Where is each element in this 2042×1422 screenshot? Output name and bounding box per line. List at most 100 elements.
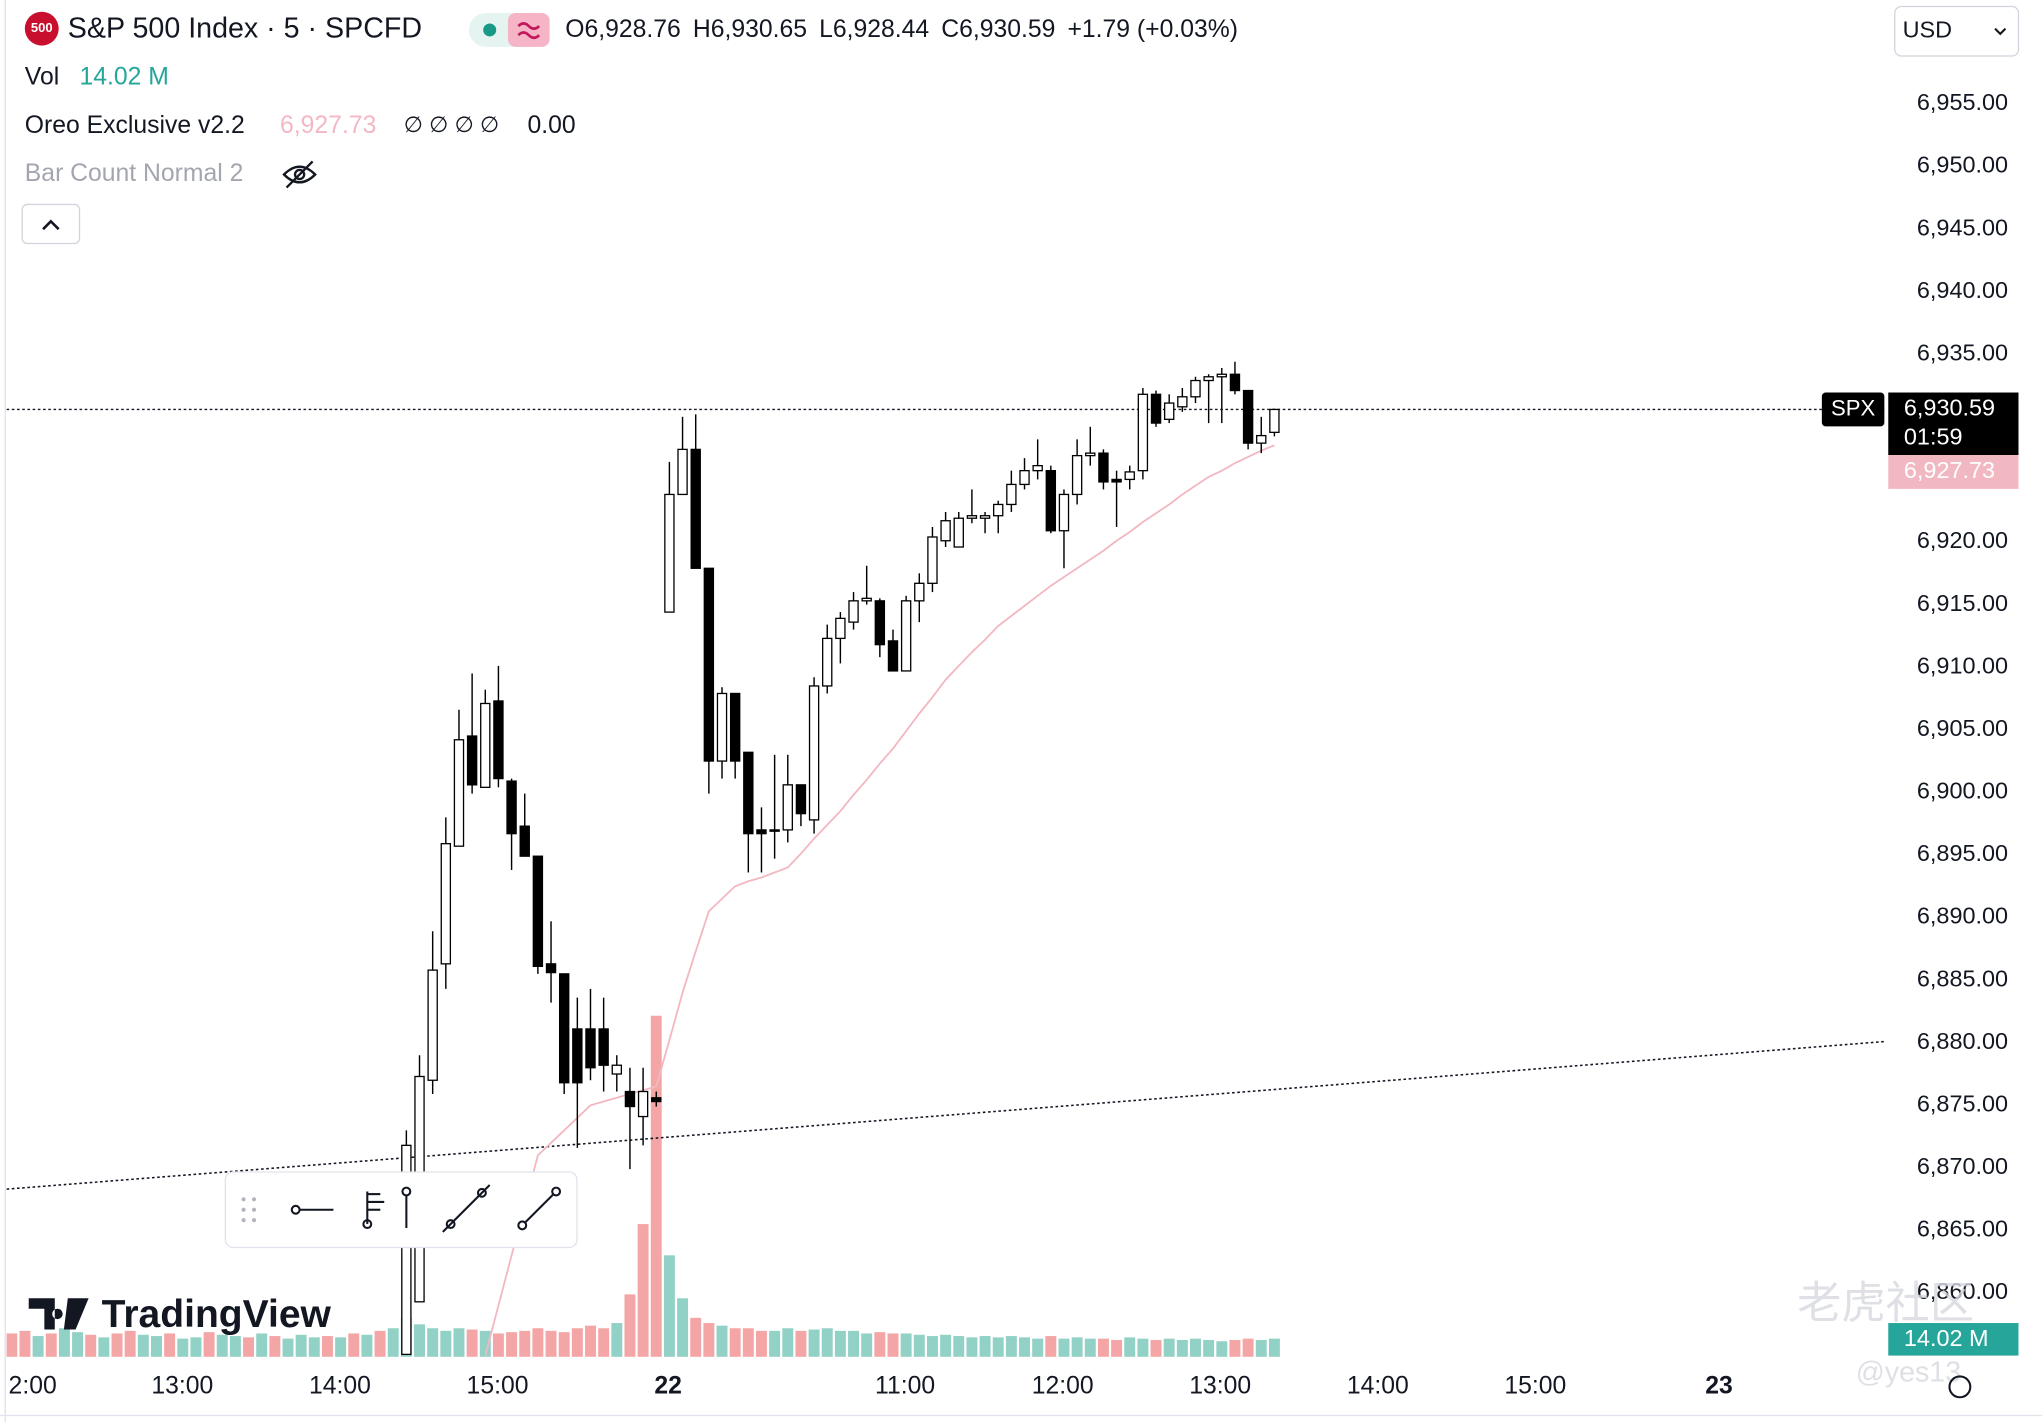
candle-body xyxy=(1098,452,1109,483)
data-delay-icon[interactable] xyxy=(507,13,550,47)
candle-body xyxy=(743,751,754,835)
y-tick-label: 6,870.00 xyxy=(1917,1153,2008,1179)
volume-bar xyxy=(1268,1338,1280,1357)
volume-bar xyxy=(848,1330,860,1357)
x-tick-label: 11:00 xyxy=(875,1372,935,1399)
ray-tool[interactable] xyxy=(517,1186,562,1231)
volume-bar xyxy=(256,1333,268,1357)
volume-bar xyxy=(111,1333,123,1357)
collapse-button[interactable] xyxy=(21,203,81,245)
volume-bar xyxy=(308,1337,320,1357)
candle-body xyxy=(690,448,701,569)
volume-bar xyxy=(624,1294,636,1357)
fib-tool[interactable] xyxy=(362,1191,385,1230)
indicator-name[interactable]: Oreo Exclusive v2.2 xyxy=(25,112,245,139)
candle-body xyxy=(1190,379,1201,398)
currency-dropdown[interactable] xyxy=(1894,5,2020,57)
badge-text: 500 xyxy=(31,20,53,35)
candle-body xyxy=(1256,434,1267,444)
ma-label-bg xyxy=(1888,455,2019,489)
volume-bar xyxy=(1032,1338,1044,1357)
candle-body xyxy=(664,493,675,613)
volume-bar xyxy=(466,1329,478,1357)
candle-body xyxy=(703,567,715,762)
candle-body xyxy=(808,685,820,821)
candle-body xyxy=(979,515,991,519)
candle-body xyxy=(835,617,846,640)
candle-body xyxy=(1229,373,1241,392)
x-tick-label: 2:00 xyxy=(9,1372,57,1399)
logo-mark xyxy=(28,1298,89,1330)
volume-bar xyxy=(177,1338,189,1357)
volume-bar xyxy=(164,1333,176,1357)
volume-bar xyxy=(19,1330,31,1357)
candle-body xyxy=(993,503,1004,517)
drag-handle[interactable] xyxy=(241,1197,257,1223)
volume-bar xyxy=(203,1332,215,1357)
volume-bar xyxy=(795,1330,807,1357)
volume-bar xyxy=(295,1334,307,1357)
candle-body xyxy=(1032,464,1043,472)
volume-bar xyxy=(348,1333,360,1357)
x-tick-label: 22 xyxy=(654,1372,682,1399)
symbol-label: SPX xyxy=(1831,395,1876,420)
volume-bar xyxy=(742,1328,754,1357)
vertical-line-tool[interactable] xyxy=(401,1186,412,1228)
candle-body xyxy=(1058,493,1070,532)
y-tick-label: 6,895.00 xyxy=(1917,840,2008,866)
candle-body xyxy=(572,1028,583,1084)
volume-bar xyxy=(677,1298,689,1357)
moving-average xyxy=(484,444,1275,1356)
candle-body xyxy=(795,784,807,815)
candle-body xyxy=(1111,478,1122,483)
volume-bar xyxy=(414,1324,425,1357)
indicator-name[interactable]: Bar Count Normal 2 xyxy=(25,160,244,187)
volume-bar xyxy=(756,1330,767,1357)
volume-bar xyxy=(571,1328,583,1357)
ma-label: 6,927.73 xyxy=(1904,457,1995,483)
candle-body xyxy=(1124,471,1135,481)
candle-body xyxy=(861,597,872,602)
volume-bar xyxy=(1255,1339,1267,1357)
candle-body xyxy=(519,825,530,857)
volume-label-bg xyxy=(1888,1323,2019,1356)
indicator-name[interactable]: Vol xyxy=(25,64,59,91)
candle-body xyxy=(1216,373,1228,378)
volume-bar xyxy=(98,1337,110,1357)
plot-area xyxy=(6,361,1886,1357)
volume-bar xyxy=(492,1333,504,1357)
symbol-title[interactable]: S&P 500 Index · 5 · SPCFD xyxy=(68,13,422,45)
ohlc-key: L xyxy=(819,15,833,42)
candle-body xyxy=(900,600,912,672)
y-tick-label: 6,940.00 xyxy=(1917,277,2008,303)
volume-bar xyxy=(900,1333,912,1357)
market-open-dot xyxy=(483,23,497,37)
candle-body xyxy=(822,637,833,687)
toolbar-bg xyxy=(224,1171,578,1249)
y-tick-label: 6,910.00 xyxy=(1917,652,2008,678)
volume-bar xyxy=(1203,1339,1215,1357)
hidden-eye-icon[interactable] xyxy=(282,160,317,189)
candle-body xyxy=(1071,454,1083,496)
volume-bar xyxy=(335,1337,347,1357)
candle-body xyxy=(598,1028,609,1066)
ohlc-key: H xyxy=(693,15,711,42)
y-tick-label: 6,945.00 xyxy=(1917,214,2008,240)
candle-body xyxy=(953,517,964,548)
settings-icon[interactable] xyxy=(1948,1375,1972,1399)
indicator-value: 14.02 M xyxy=(80,64,169,91)
volume-bar xyxy=(1216,1341,1228,1357)
volume-bar xyxy=(1084,1338,1096,1357)
horizontal-ray-tool[interactable] xyxy=(290,1204,334,1215)
indicator-value: 6,927.73 xyxy=(280,112,376,139)
last-price-label: 6,930.59 xyxy=(1904,395,1995,421)
y-tick-label: 6,920.00 xyxy=(1917,527,2008,553)
y-tick-label: 6,890.00 xyxy=(1917,903,2008,929)
volume-bar xyxy=(532,1328,544,1357)
volume-bar xyxy=(1163,1338,1175,1357)
indicator-value: 0.00 xyxy=(527,112,575,139)
volume-bar xyxy=(637,1224,649,1357)
volume-bar xyxy=(321,1336,333,1357)
trend-line-tool[interactable] xyxy=(442,1184,491,1233)
